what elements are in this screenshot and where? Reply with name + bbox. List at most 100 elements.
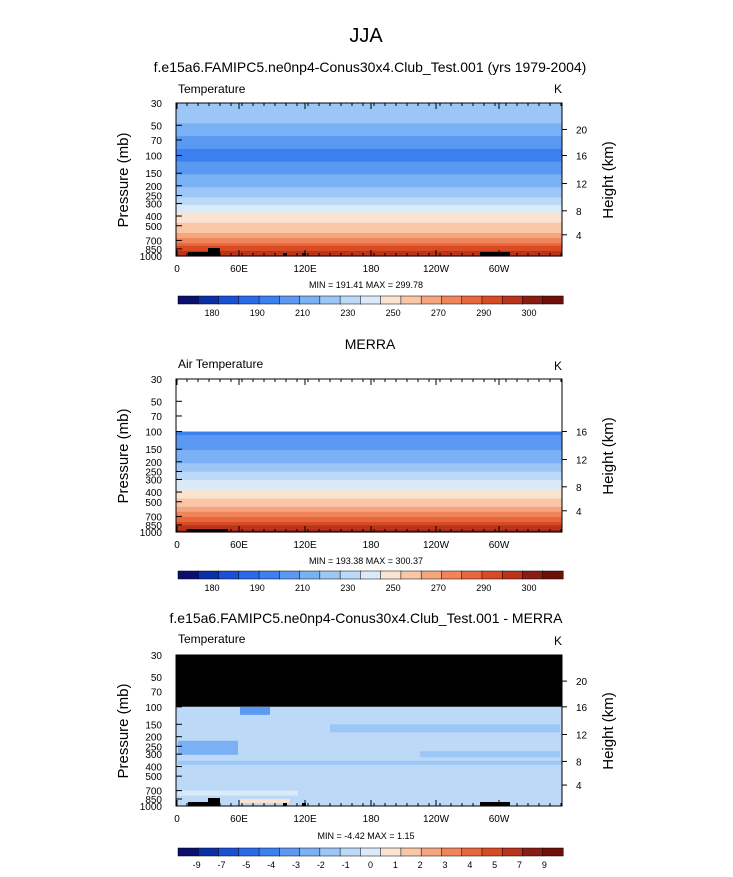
colorbar-cell xyxy=(319,295,341,305)
panel-2-colorbar: 180 190 210 230 250 270 290 300 xyxy=(177,570,564,593)
field-band xyxy=(176,443,562,446)
field-band xyxy=(176,433,562,436)
colorbar-cell xyxy=(360,295,382,305)
field-band xyxy=(176,508,562,511)
panel-3-ylabel: Pressure (mb) xyxy=(115,683,132,778)
field-band xyxy=(176,125,562,130)
panel-3-left-label: Temperature xyxy=(178,632,246,646)
field-band xyxy=(176,205,562,209)
colorbar-cell xyxy=(299,570,321,580)
y-right-tick-label: 16 xyxy=(576,152,588,163)
y-tick-label: 150 xyxy=(145,169,162,180)
y-tick-label: 1000 xyxy=(140,252,163,263)
field-band xyxy=(176,490,562,493)
field-band xyxy=(176,179,562,183)
topography xyxy=(283,803,287,806)
colorbar-cell xyxy=(279,570,301,580)
panel-3-title: f.e15a6.FAMIPC5.ne0np4-Conus30x4.Club_Te… xyxy=(170,610,564,626)
field-band xyxy=(176,505,562,508)
field-band xyxy=(176,521,562,525)
field-band xyxy=(176,245,562,249)
panel-2-title: MERRA xyxy=(345,336,396,352)
panel-3-colorbar: -9 -7 -5 -4 -3 -2 -1 0 1 2 3 4 5 7 9 xyxy=(177,847,564,870)
field-band xyxy=(176,235,562,239)
colorbar-cell xyxy=(177,847,199,857)
x-tick-label: 0 xyxy=(174,814,180,825)
field-band xyxy=(176,485,562,488)
field-band xyxy=(176,466,562,469)
y-right-tick-label: 8 xyxy=(576,483,582,494)
y-tick-label: 500 xyxy=(145,772,162,783)
colorbar-label: 190 xyxy=(250,583,265,593)
colorbar-label: -2 xyxy=(317,860,325,870)
field-band xyxy=(176,461,562,464)
x-tick-label: 180 xyxy=(363,264,380,275)
field-patch xyxy=(178,790,298,796)
field-band xyxy=(176,166,562,170)
panel-1-ylabel-right: Height (km) xyxy=(600,141,617,219)
y-tick-label: 100 xyxy=(145,152,162,163)
field-band xyxy=(176,184,562,188)
colorbar-label: 2 xyxy=(418,860,423,870)
y-tick-label: 400 xyxy=(145,488,162,499)
field-band xyxy=(176,146,562,150)
y-tick-label: 300 xyxy=(145,475,162,486)
colorbar-cell xyxy=(461,570,483,580)
field-band xyxy=(176,483,562,486)
colorbar-label: 190 xyxy=(250,308,265,318)
field-band xyxy=(176,498,562,501)
field-band xyxy=(176,441,562,444)
field-band xyxy=(176,194,562,198)
field-band xyxy=(176,199,562,204)
colorbar-cell xyxy=(481,847,503,857)
colorbar-label: 7 xyxy=(517,860,522,870)
panel-1-stats: MIN = 191.41 MAX = 299.78 xyxy=(309,280,423,290)
colorbar-cell xyxy=(218,847,240,857)
panel-merra: MERRA Air Temperature K Pressure (mb) He… xyxy=(115,336,617,593)
field-band xyxy=(176,476,562,480)
colorbar-cell xyxy=(501,570,524,580)
colorbar-cell xyxy=(481,295,503,305)
field-band xyxy=(176,131,562,135)
field-band xyxy=(176,506,562,510)
colorbar-cell xyxy=(400,847,422,857)
y-right-tick-label: 12 xyxy=(576,180,588,191)
y-right-tick-label: 16 xyxy=(576,703,588,714)
y-tick-label: 700 xyxy=(145,236,162,247)
y-right-tick-label: 12 xyxy=(576,456,588,467)
field-band xyxy=(176,526,562,530)
field-band xyxy=(176,161,562,165)
colorbar-label: 300 xyxy=(522,308,537,318)
colorbar-cell xyxy=(400,570,422,580)
field-band xyxy=(176,151,562,155)
colorbar-label: 250 xyxy=(386,308,401,318)
field-band xyxy=(176,143,562,147)
colorbar-label: 290 xyxy=(476,583,491,593)
field-band xyxy=(176,248,562,252)
field-band xyxy=(176,233,562,237)
plot-frame xyxy=(175,378,563,533)
colorbar-cell xyxy=(522,570,544,580)
x-tick-label: 60E xyxy=(230,540,248,551)
colorbar-label: -5 xyxy=(242,860,250,870)
field-band xyxy=(176,154,562,158)
colorbar-cell xyxy=(198,847,220,857)
topography xyxy=(283,253,287,256)
field-band xyxy=(176,118,562,122)
y-tick-label: 250 xyxy=(145,468,162,479)
field-band xyxy=(176,250,562,255)
y-tick-label: 70 xyxy=(151,412,163,423)
y-right-tick-label: 4 xyxy=(576,507,582,518)
plot-frame xyxy=(175,654,563,807)
field-band xyxy=(176,120,562,124)
colorbar-cell xyxy=(360,570,382,580)
field-band xyxy=(176,496,562,500)
colorbar-label: 290 xyxy=(476,308,491,318)
field-band xyxy=(176,453,562,456)
field-band xyxy=(176,530,562,533)
x-tick-label: 120W xyxy=(423,540,450,551)
y-tick-label: 30 xyxy=(151,651,163,662)
colorbar-cell xyxy=(319,570,341,580)
field-band xyxy=(176,123,562,127)
